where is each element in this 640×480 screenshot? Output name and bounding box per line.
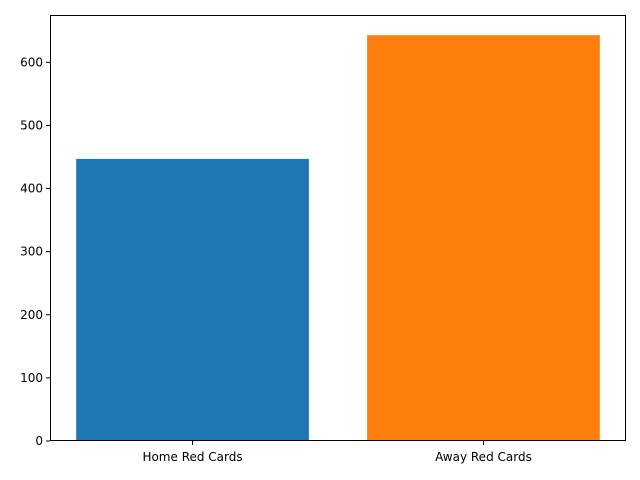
plot-frame <box>50 15 626 441</box>
x-tick-label: Home Red Cards <box>142 450 242 464</box>
x-tick-label: Away Red Cards <box>435 450 532 464</box>
y-tick-label: 500 <box>20 118 43 132</box>
y-tick-label: 200 <box>20 308 43 322</box>
y-tick-label: 0 <box>35 434 43 448</box>
y-tick-label: 400 <box>20 182 43 196</box>
x-axis: Home Red Cards Away Red Cards <box>142 441 532 464</box>
bar-home-red-cards <box>76 158 309 442</box>
y-axis: 0 100 200 300 400 500 600 <box>20 55 50 448</box>
y-tick-label: 100 <box>20 371 43 385</box>
y-tick-label: 300 <box>20 245 43 259</box>
bar-away-red-cards <box>367 35 600 441</box>
y-tick-label: 600 <box>20 55 43 69</box>
bars-group <box>76 35 600 442</box>
